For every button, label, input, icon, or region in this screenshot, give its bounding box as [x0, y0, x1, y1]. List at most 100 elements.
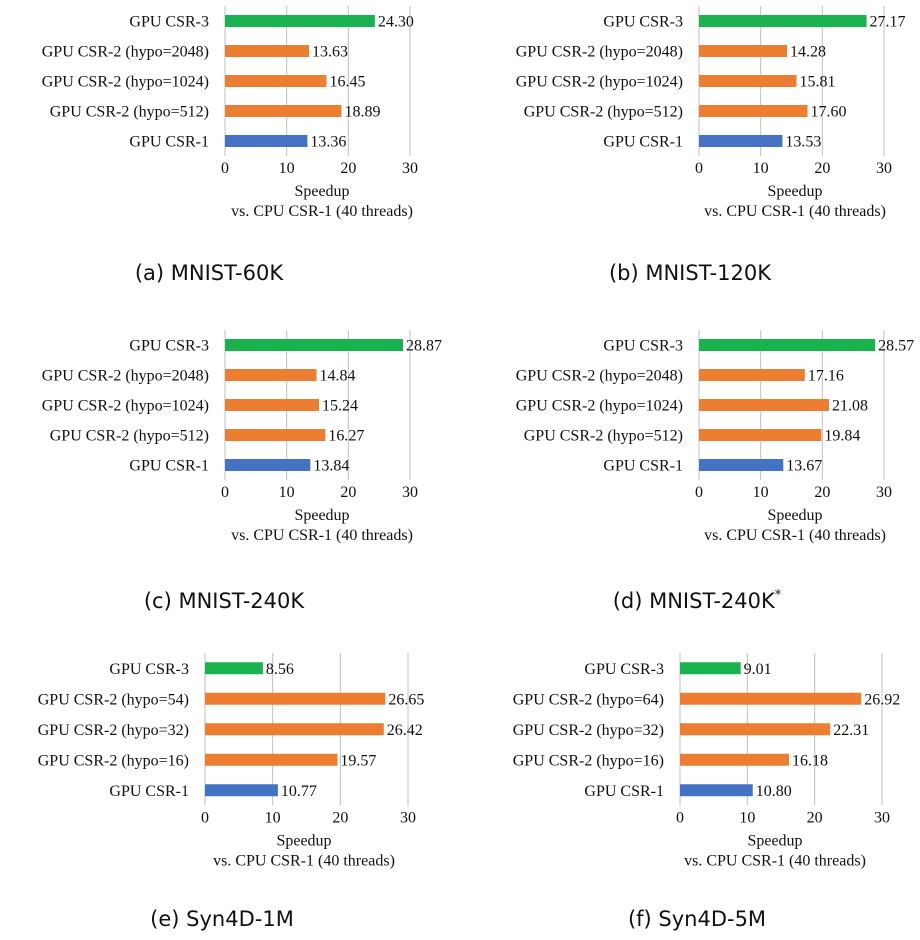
panel-f-category-label: GPU CSR-2 (hypo=16): [513, 752, 664, 769]
panel-e-category-label: GPU CSR-2 (hypo=32): [38, 722, 189, 739]
panel-d-caption-text: (d) MNIST-240K: [613, 589, 776, 613]
panel-b-value-label: 15.81: [799, 74, 835, 91]
panel-a-bar: [225, 15, 375, 27]
panel-d-value-label: 13.67: [786, 458, 822, 475]
panel-b-category-label: GPU CSR-2 (hypo=1024): [516, 74, 683, 91]
panel-d-value-label: 19.84: [824, 428, 860, 445]
panel-a-category-label: GPU CSR-2 (hypo=1024): [42, 74, 209, 91]
panel-c-caption-text: (c) MNIST-240K: [144, 589, 306, 613]
panel-f-value-label: 26.92: [864, 691, 900, 708]
panel-d-x-axis-title: Speedup: [767, 507, 822, 524]
panel-d-category-label: GPU CSR-3: [603, 338, 683, 355]
panel-f-bar: [680, 784, 753, 797]
panel-b-bar: [699, 45, 788, 57]
panel-c-category-label: GPU CSR-2 (hypo=512): [50, 428, 209, 445]
panel-a-tick-label: 20: [340, 160, 356, 177]
panel-f-value-label: 9.01: [744, 661, 772, 678]
panel-a-value-label: 16.45: [329, 74, 365, 91]
panel-f-category-label: GPU CSR-2 (hypo=64): [513, 691, 664, 708]
panel-e-bar: [205, 784, 278, 797]
panel-f-value-label: 10.80: [756, 783, 792, 800]
panel-d-caption: (d) MNIST-240K*: [613, 588, 782, 613]
panel-e-value-label: 26.65: [388, 691, 424, 708]
panel-a-tick-label: 10: [279, 160, 295, 177]
panel-d-bar: [699, 369, 805, 381]
panel-a-bar: [225, 135, 308, 147]
panel-d-value-label: 21.08: [832, 398, 868, 415]
panel-b-bar: [699, 75, 797, 87]
panel-d-tick-label: 20: [814, 484, 830, 501]
panel-f-value-label: 16.18: [792, 752, 828, 769]
panel-e-category-label: GPU CSR-2 (hypo=54): [38, 691, 189, 708]
panel-c-tick-label: 20: [340, 484, 356, 501]
panel-f-category-label: GPU CSR-3: [584, 661, 664, 678]
panel-f-value-label: 22.31: [833, 722, 869, 739]
panel-a-value-label: 13.63: [312, 44, 348, 61]
panel-b-tick-label: 20: [814, 160, 830, 177]
panel-c-category-label: GPU CSR-1: [129, 458, 209, 475]
panel-f-tick-label: 20: [807, 810, 823, 827]
panel-c-category-label: GPU CSR-2 (hypo=1024): [42, 398, 209, 415]
panel-e-value-label: 26.42: [387, 722, 423, 739]
panel-b-value-label: 27.17: [870, 14, 906, 31]
panel-f-bar: [680, 692, 862, 705]
panel-c-value-label: 16.27: [328, 428, 364, 445]
panel-b-category-label: GPU CSR-2 (hypo=2048): [516, 44, 683, 61]
panel-a-value-label: 18.89: [344, 104, 380, 121]
panel-e-category-label: GPU CSR-1: [109, 783, 189, 800]
panel-d-value-label: 17.16: [808, 368, 844, 385]
panel-f-tick-label: 30: [874, 810, 890, 827]
panel-e-value-label: 8.56: [266, 661, 294, 678]
panel-c-tick-label: 30: [402, 484, 418, 501]
panel-c-x-axis-subtitle: vs. CPU CSR-1 (40 threads): [231, 527, 413, 544]
panel-c-bar: [225, 429, 326, 441]
panel-a-category-label: GPU CSR-2 (hypo=512): [50, 104, 209, 121]
panel-b-value-label: 14.28: [790, 44, 826, 61]
panel-f-bar: [680, 662, 741, 675]
panel-c-x-axis-title: Speedup: [294, 507, 349, 524]
panel-b-tick-label: 30: [876, 160, 892, 177]
panel-a-tick-label: 30: [402, 160, 418, 177]
panel-b-bar: [699, 15, 867, 27]
panel-e-value-label: 19.57: [340, 752, 376, 769]
panel-e-bar: [205, 692, 386, 705]
panel-d-tick-label: 10: [753, 484, 769, 501]
panel-a-tick-label: 0: [221, 160, 229, 177]
panel-f-bar: [680, 723, 831, 736]
panel-e-x-axis-subtitle: vs. CPU CSR-1 (40 threads): [213, 853, 395, 870]
panel-e-caption: (e) Syn4D-1M: [150, 907, 294, 931]
panel-d-tick-label: 30: [876, 484, 892, 501]
panel-b-x-axis-subtitle: vs. CPU CSR-1 (40 threads): [704, 203, 886, 220]
panel-d-category-label: GPU CSR-2 (hypo=1024): [516, 398, 683, 415]
panel-b-bar: [699, 135, 783, 147]
panel-d-category-label: GPU CSR-2 (hypo=512): [524, 428, 683, 445]
panel-f-category-label: GPU CSR-1: [584, 783, 664, 800]
panel-f-caption: (f) Syn4D-5M: [628, 907, 766, 931]
panel-b-category-label: GPU CSR-3: [603, 14, 683, 31]
panel-f-tick-label: 0: [676, 810, 684, 827]
panel-b-value-label: 17.60: [811, 104, 847, 121]
panel-b-tick-label: 0: [695, 160, 703, 177]
panel-d-bar: [699, 459, 784, 471]
panel-c-category-label: GPU CSR-2 (hypo=2048): [42, 368, 209, 385]
panel-e-tick-label: 0: [201, 810, 209, 827]
panel-a-caption: (a) MNIST-60K: [135, 261, 284, 285]
panel-b-caption-text: (b) MNIST-120K: [609, 261, 772, 285]
panel-f-x-axis-title: Speedup: [747, 833, 802, 850]
panel-b-bar: [699, 105, 808, 117]
panel-d-x-axis-subtitle: vs. CPU CSR-1 (40 threads): [704, 527, 886, 544]
panel-e-tick-label: 30: [400, 810, 416, 827]
panel-b-category-label: GPU CSR-2 (hypo=512): [524, 104, 683, 121]
panel-a-bar: [225, 75, 327, 87]
panel-a-category-label: GPU CSR-1: [129, 134, 209, 151]
panel-e-value-label: 10.77: [281, 783, 317, 800]
panel-e-caption-text: (e) Syn4D-1M: [150, 907, 294, 931]
panel-c-category-label: GPU CSR-3: [129, 338, 209, 355]
panel-d-category-label: GPU CSR-2 (hypo=2048): [516, 368, 683, 385]
panel-b-value-label: 13.53: [785, 134, 821, 151]
panel-c-value-label: 28.87: [406, 338, 442, 355]
panel-c-bar: [225, 399, 319, 411]
panel-c-value-label: 14.84: [320, 368, 356, 385]
panel-c-value-label: 15.24: [322, 398, 358, 415]
